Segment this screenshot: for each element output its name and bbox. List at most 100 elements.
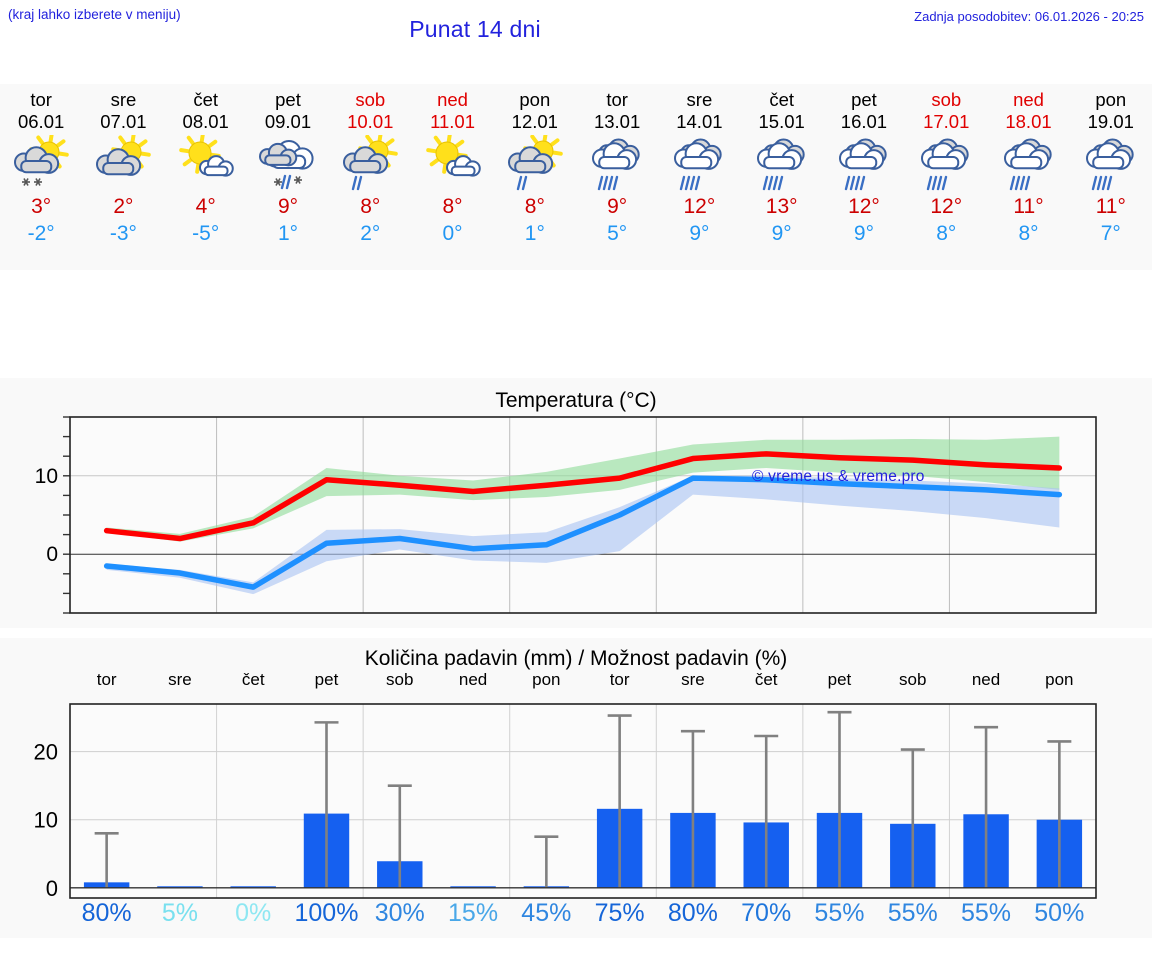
forecast-day-column[interactable]: tor 13.01 9° 5° [576, 84, 658, 270]
precipitation-day-label: tor [609, 670, 630, 689]
min-temperature-value: 0° [442, 222, 463, 245]
precipitation-day-label: ned [971, 670, 1001, 689]
precipitation-probability-value: 100% [294, 899, 359, 927]
precipitation-day-label: sre [168, 670, 192, 689]
forecast-day-column[interactable]: pet 09.01 9° 1° [247, 84, 329, 270]
precipitation-whisker [900, 748, 925, 888]
sun-cloud-icon [96, 135, 152, 176]
rain-drops-icon [280, 174, 292, 190]
day-of-week-label: pet [275, 89, 301, 110]
forecast-day-column[interactable]: ned 18.01 11° 8° [987, 84, 1069, 270]
weather-icon-wrap [905, 135, 987, 193]
forecast-day-column[interactable]: sre 14.01 12° 9° [658, 84, 740, 270]
day-date-label: 17.01 [923, 111, 970, 132]
day-date-label: 16.01 [840, 111, 888, 132]
precipitation-whisker [387, 784, 412, 888]
weather-icon-wrap [165, 135, 247, 193]
cloud-rain-icon [1003, 138, 1052, 191]
precipitation-probability-value: 55% [960, 899, 1012, 927]
min-temperature-value: -3° [109, 222, 137, 245]
temperature-line [103, 451, 1063, 542]
min-temperature-value: 1° [277, 222, 299, 245]
precipitation-y-tick-label: 10 [34, 808, 58, 833]
precipitation-whisker [974, 725, 999, 888]
day-date-label: 11.01 [430, 111, 476, 132]
weather-icon-wrap [247, 135, 329, 193]
temperature-line [103, 475, 1063, 590]
min-temperature-value: 1° [524, 222, 545, 245]
day-date-label: 14.01 [676, 111, 723, 132]
max-temperature-value: 3° [31, 195, 52, 218]
weather-icon-wrap [658, 135, 740, 193]
rain-drops-icon [927, 175, 948, 191]
day-date-label: 15.01 [758, 111, 805, 132]
min-temperature-value: -5° [192, 222, 220, 245]
precipitation-whisker [680, 729, 705, 888]
min-temperature-value: 9° [853, 222, 874, 245]
last-update-text: Zadnja posodobitev: 06.01.2026 - 20:25 [914, 9, 1144, 24]
max-temperature-value: 8° [360, 195, 381, 218]
cloud-rain-icon [756, 138, 805, 191]
weather-icon-wrap [987, 135, 1069, 193]
temperature-y-tick-label: 10 [35, 465, 58, 488]
sun-small-cloud-icon [425, 135, 481, 177]
forecast-day-column[interactable]: čet 15.01 13° 9° [741, 84, 823, 270]
day-of-week-label: čet [193, 89, 219, 110]
precipitation-y-tick-label: 20 [34, 740, 58, 765]
precipitation-day-label: čet [754, 670, 778, 689]
forecast-day-column[interactable]: ned 11.01 8° 0° [411, 84, 493, 270]
sun-cloud-rain-icon [343, 135, 399, 191]
precipitation-whisker [754, 734, 779, 888]
precipitation-probability-value: 0% [235, 899, 272, 927]
snowflake-icon [22, 178, 31, 186]
precipitation-whisker [827, 710, 852, 888]
precipitation-probability-value: 55% [814, 899, 865, 927]
forecast-day-column[interactable]: pon 12.01 8° 1° [494, 84, 576, 270]
day-of-week-label: ned [437, 89, 468, 110]
precipitation-whisker [94, 832, 119, 888]
page-header: (kraj lahko izberete v meniju) Punat 14 … [0, 0, 1152, 60]
menu-hint-text: (kraj lahko izberete v meniju) [8, 7, 181, 22]
temperature-y-tick-label: 0 [46, 543, 58, 566]
day-of-week-label: sob [931, 89, 962, 110]
day-date-label: 06.01 [17, 111, 65, 132]
max-temperature-value: 2° [113, 195, 134, 218]
precipitation-day-label: tor [96, 670, 117, 689]
max-temperature-value: 4° [195, 195, 216, 218]
temperature-chart-title: Temperatura (°C) [495, 389, 657, 412]
max-temperature-value: 11° [1095, 195, 1126, 218]
sun-cloud-rain-icon [507, 135, 563, 191]
max-temperature-value: 9° [277, 195, 299, 218]
max-temperature-value: 9° [607, 195, 628, 218]
snowflake-icon [293, 176, 302, 184]
cloud-rain-icon [592, 138, 640, 191]
forecast-day-column[interactable]: čet 08.01 4° -5° [165, 84, 247, 270]
forecast-day-column[interactable]: sob 10.01 8° 2° [329, 84, 411, 270]
rain-drops-icon [762, 175, 783, 191]
temperature-chart-panel: Temperatura (°C) 0 10 [0, 378, 1152, 628]
precipitation-day-label: čet [241, 670, 265, 689]
precipitation-day-label: pon [1045, 670, 1074, 689]
day-date-label: 18.01 [1005, 111, 1052, 132]
forecast-day-column[interactable]: sob 17.01 12° 8° [905, 84, 987, 270]
forecast-day-column[interactable]: tor 06.01 3° -2° [0, 84, 82, 270]
precipitation-probability-value: 55% [887, 899, 938, 927]
min-temperature-value: 2° [360, 222, 381, 245]
forecast-day-column[interactable]: pon 19.01 11° 7° [1070, 84, 1152, 270]
day-date-label: 07.01 [100, 111, 147, 132]
forecast-day-column[interactable]: pet 16.01 12° 9° [823, 84, 905, 270]
max-temperature-value: 12° [848, 195, 880, 218]
forecast-day-column[interactable]: sre 07.01 2° -3° [82, 84, 164, 270]
precipitation-probability-value: 15% [448, 899, 499, 927]
precipitation-whisker [607, 714, 632, 888]
snowflake-icon [273, 178, 282, 186]
cloud-rain-icon [921, 138, 969, 191]
weather-icon-wrap [0, 135, 82, 193]
daily-forecast-strip: tor 06.01 3° -2° sre 07.01 2° -3° čet 08.01 4° -5° p… [0, 84, 1152, 270]
day-date-label: 13.01 [593, 111, 641, 132]
max-temperature-value: 12° [930, 195, 963, 218]
precipitation-probability-value: 80% [81, 899, 132, 927]
max-temperature-value: 11° [1013, 195, 1044, 218]
max-temperature-value: 13° [765, 195, 798, 218]
precipitation-whisker [1047, 740, 1072, 888]
